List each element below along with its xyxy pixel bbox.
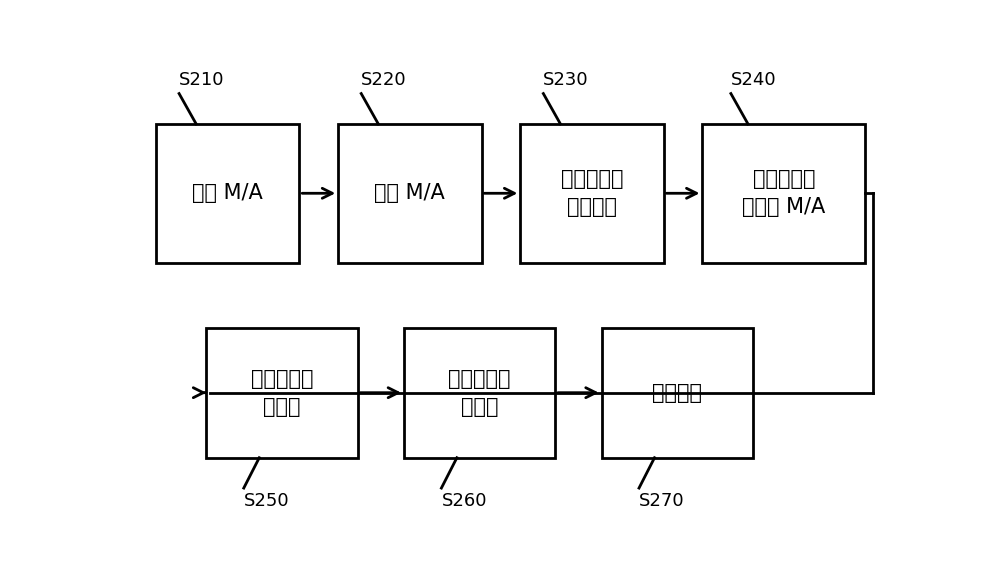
Text: S260: S260 [441,493,487,511]
Bar [338,124,482,262]
Text: S230: S230 [543,72,589,89]
Text: S210: S210 [179,72,225,89]
Bar [156,124,299,262]
Bar [520,124,664,262]
Bar [602,328,753,458]
Text: S250: S250 [244,493,289,511]
Text: 提取目标区
域的位置: 提取目标区 域的位置 [561,169,623,217]
Bar [206,328,358,458]
Text: 输入每个位
置处的 M/A: 输入每个位 置处的 M/A [742,169,825,217]
Text: S270: S270 [639,493,685,511]
Text: 验证布局: 验证布局 [652,383,702,403]
Text: 提取和校正
目标层: 提取和校正 目标层 [251,369,313,417]
Text: 估计 M/A: 估计 M/A [374,184,445,203]
Text: S240: S240 [731,72,777,89]
Text: S220: S220 [361,72,407,89]
Text: 测量 M/A: 测量 M/A [192,184,263,203]
Bar [702,124,865,262]
Bar [404,328,555,458]
Text: 生成校正后
的布局: 生成校正后 的布局 [448,369,511,417]
